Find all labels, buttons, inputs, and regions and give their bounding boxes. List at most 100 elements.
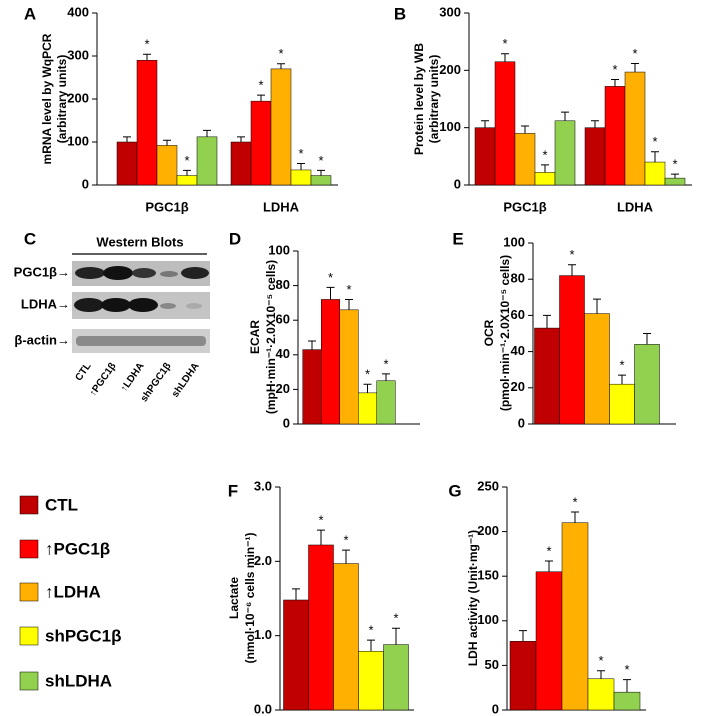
y-axis-label: (pmol·min⁻¹·2.0X10⁻⁵ cells) [498, 255, 512, 411]
blot-row-label: LDHA→ [21, 296, 70, 311]
error-bar [597, 670, 605, 679]
error-bar [521, 125, 529, 134]
band [101, 298, 131, 312]
significance-mark: * [298, 146, 303, 161]
error-bar [326, 286, 335, 300]
bar [609, 383, 635, 425]
band [160, 271, 178, 277]
bar [604, 86, 626, 186]
y-tick-label: 100 [268, 242, 290, 257]
legend-swatch [19, 626, 39, 646]
error-bar [618, 374, 626, 385]
significance-mark: * [328, 270, 333, 285]
y-axis-label: (arbitrary units) [427, 55, 441, 144]
y-tick-label: 20 [276, 381, 290, 396]
bar [587, 678, 615, 711]
significance-mark: * [318, 513, 323, 528]
panel-letter: A [24, 4, 36, 23]
panel-letter: C [24, 229, 36, 248]
y-tick-label: 0 [492, 701, 499, 716]
y-tick-label: 0 [82, 176, 89, 191]
error-bar [382, 373, 390, 381]
bar [624, 71, 646, 186]
y-axis-label: ECAR [248, 320, 262, 354]
y-tick-label: 100 [439, 119, 461, 134]
error-bar [183, 169, 191, 176]
y-tick-label: 0 [518, 415, 525, 430]
band [74, 298, 104, 312]
band [132, 268, 156, 278]
band [103, 266, 133, 280]
blot-title: Western Blots [96, 234, 183, 249]
error-bar [345, 298, 353, 310]
significance-mark: * [368, 623, 373, 638]
error-bar [257, 94, 265, 102]
significance-mark: * [569, 247, 574, 262]
error-bar [392, 627, 400, 645]
significance-mark: * [258, 78, 263, 93]
bar [584, 313, 610, 425]
y-axis-label: OCR [482, 319, 496, 346]
error-bar [543, 314, 551, 329]
y-tick-label: 60 [276, 312, 290, 327]
bar [196, 136, 218, 186]
y-axis-label: (nmol·10⁻⁶ cells min⁻¹) [243, 533, 257, 664]
bar [321, 299, 340, 425]
bar [644, 161, 666, 186]
y-axis-label: Protein level by WB [412, 43, 426, 155]
band [75, 267, 105, 279]
bar [358, 392, 377, 425]
legend-label: CTL [45, 495, 78, 514]
bar [339, 309, 359, 425]
x-tick-label: PGC1β [503, 199, 546, 214]
x-tick-label: LDHA [617, 199, 654, 214]
error-bar [671, 173, 679, 179]
lane-label: ↑LDHA [119, 361, 147, 394]
bar [559, 275, 585, 425]
significance-mark: * [346, 282, 351, 297]
legend-swatch [19, 671, 39, 691]
significance-mark: * [612, 62, 617, 77]
significance-mark: * [383, 356, 388, 371]
error-bar [541, 164, 549, 173]
y-tick-label: 200 [67, 90, 89, 105]
y-tick-label: 80 [276, 277, 290, 292]
bar [383, 644, 409, 711]
blot-row-label: PGC1β→ [14, 264, 70, 279]
bar [613, 691, 641, 711]
error-bar [591, 120, 599, 128]
error-bar [571, 511, 579, 523]
bar [302, 349, 322, 425]
bar [333, 563, 359, 711]
error-bar [163, 139, 171, 146]
bar [376, 380, 396, 425]
significance-mark: * [672, 157, 677, 172]
band [160, 303, 176, 309]
error-bar [481, 120, 489, 128]
significance-mark: * [318, 153, 323, 168]
bar [584, 127, 606, 186]
panel-letter: F [228, 481, 238, 500]
error-bar [123, 136, 131, 142]
y-tick-label: 300 [67, 47, 89, 62]
error-bar [501, 53, 509, 62]
y-tick-label: 0 [283, 415, 290, 430]
bar [358, 651, 384, 711]
legend-swatch [19, 495, 39, 515]
error-bar [203, 129, 211, 137]
significance-mark: * [652, 134, 657, 149]
error-bar [342, 549, 350, 564]
error-bar [611, 79, 619, 87]
y-axis-label: (mpH·min⁻¹·2.0X10⁻⁵ cells) [264, 260, 278, 414]
bar [290, 169, 312, 186]
significance-mark: * [598, 653, 603, 668]
y-axis-label: mRNA level by WqPCR [40, 33, 54, 164]
legend-label: ↑PGC1β [45, 539, 110, 558]
lane-label: CTL [73, 361, 93, 383]
error-bar [593, 298, 601, 314]
y-axis-label: LDH activity (Unit·mg⁻¹) [466, 530, 480, 666]
y-tick-label: 200 [477, 523, 499, 538]
error-bar [317, 169, 325, 176]
significance-mark: * [365, 367, 370, 382]
